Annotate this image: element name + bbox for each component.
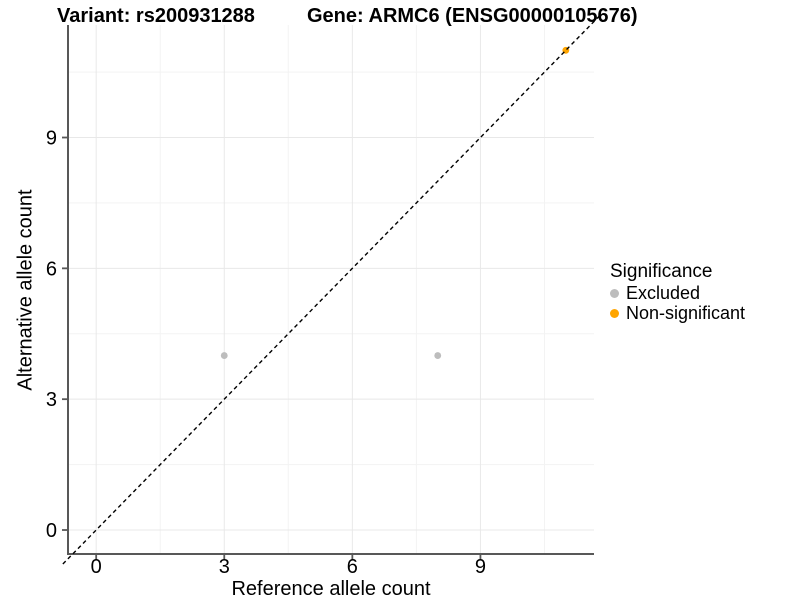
x-tick-label: 0	[91, 556, 102, 578]
x-tick-label: 6	[347, 556, 358, 578]
data-point-excluded	[434, 352, 442, 359]
legend-item-label: Non-significant	[626, 303, 746, 323]
variant-title: Variant: rs200931288	[57, 5, 255, 27]
legend-item-label: Excluded	[626, 283, 701, 303]
x-tick-label: 9	[475, 556, 486, 578]
y-tick-label: 6	[46, 258, 57, 280]
data-point-excluded	[220, 352, 228, 359]
y-axis-label: Alternative allele count	[14, 189, 37, 391]
legend: Significance Excluded Non-significant	[606, 260, 745, 323]
excluded-swatch-icon	[610, 288, 619, 298]
legend-title: Significance	[610, 261, 713, 282]
legend-item-non-significant: Non-significant	[606, 303, 745, 323]
y-tick-label: 3	[46, 389, 57, 411]
x-tick-label: 3	[219, 556, 230, 578]
identity-dashed-line	[62, 15, 600, 565]
non-significant-swatch-icon	[610, 308, 619, 318]
y-tick-label: 0	[46, 520, 57, 542]
gene-title: Gene: ARMC6 (ENSG00000105676)	[307, 5, 638, 27]
y-tick-label: 9	[46, 128, 57, 150]
legend-item-excluded: Excluded	[606, 283, 745, 303]
x-axis-label: Reference allele count	[231, 578, 431, 600]
